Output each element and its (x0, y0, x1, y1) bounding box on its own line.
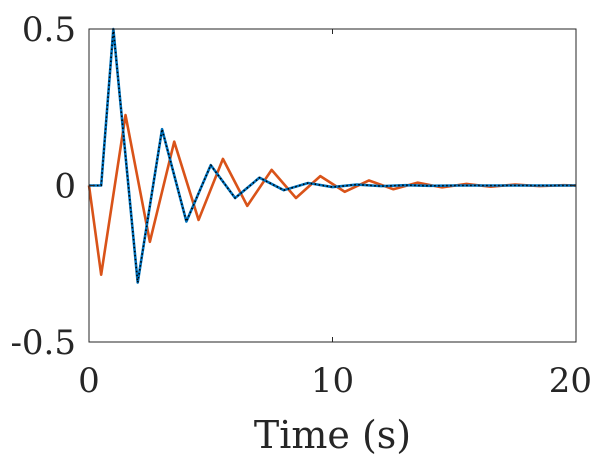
y-tick-label: -0.5 (10, 323, 76, 363)
series-line-3 (89, 28, 576, 284)
y-tick-label: 0.5 (22, 10, 76, 50)
series-layer (87, 27, 577, 284)
x-tick-label: 20 (549, 361, 592, 401)
tick-layer: 0 10 20-0.500.5 (10, 10, 592, 401)
x-axis-label: Time (s) (254, 413, 411, 457)
x-tick-label: 10 (311, 361, 354, 401)
y-tick-label: 0 (54, 167, 76, 207)
x-tick-label: 0 (78, 361, 100, 401)
